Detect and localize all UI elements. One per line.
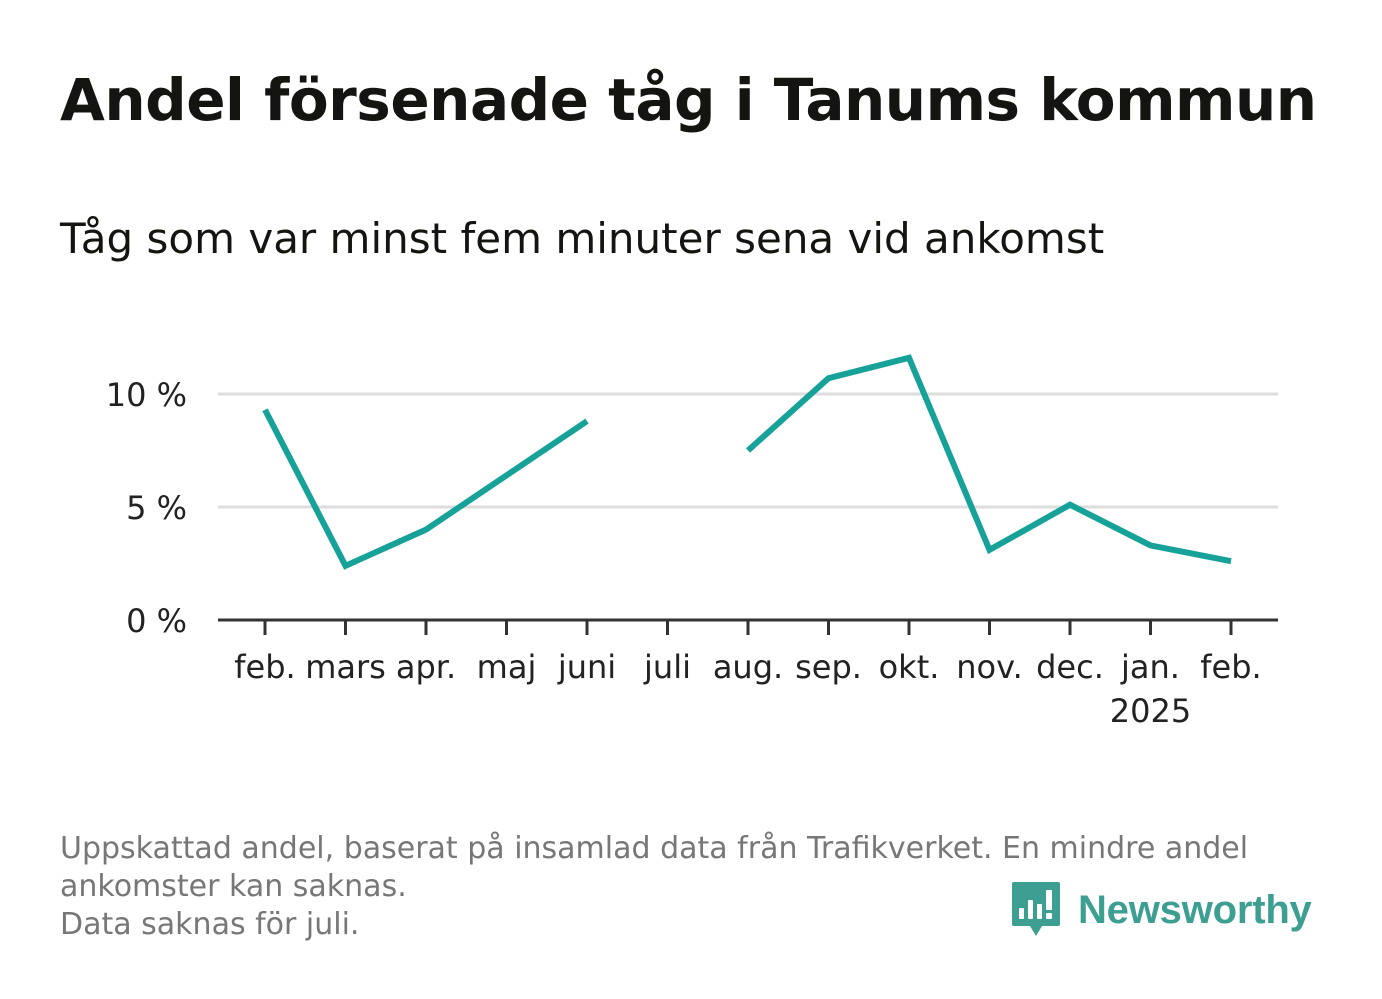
x-tick-label: feb. — [234, 648, 295, 686]
series-line — [745, 354, 1232, 565]
y-tick-label: 5 % — [126, 489, 187, 527]
x-tick-label: nov. — [956, 648, 1022, 686]
x-tick-label: sep. — [795, 648, 862, 686]
x-tick-label: juli — [643, 648, 691, 686]
y-axis-ticks: 0 % 5 % 10 % — [106, 376, 187, 640]
bar-chart-bubble-icon — [1012, 882, 1060, 936]
x-tick-label: juni — [557, 648, 616, 686]
x-tick-label: mars — [305, 648, 386, 686]
x-tick-label: okt. — [879, 648, 940, 686]
series-line — [262, 408, 589, 570]
x-tick-label: maj — [477, 648, 537, 686]
footnote-line: Uppskattad andel, baserat på insamlad da… — [60, 831, 1249, 866]
x-tick-label: apr. — [396, 648, 456, 686]
x-tick-label: jan. — [1120, 648, 1180, 686]
footnote-line: ankomster kan saknas. — [60, 869, 407, 904]
y-tick-label: 10 % — [106, 376, 187, 414]
x-year-label: 2025 — [1110, 692, 1191, 730]
y-tick-label: 0 % — [126, 602, 187, 640]
logo-text: Newsworthy — [1078, 887, 1312, 932]
line-chart: 0 % 5 % 10 % feb. mars apr. maj juni juli aug. se… — [106, 354, 1278, 730]
footnote-line: Data saknas för juli. — [60, 907, 360, 942]
chart-title: Andel försenade tåg i Tanums kommun — [60, 66, 1317, 134]
chart-subtitle: Tåg som var minst fem minuter sena vid a… — [60, 214, 1105, 263]
footnote: Uppskattad andel, baserat på insamlad da… — [60, 830, 1320, 944]
grid-lines — [218, 392, 1278, 509]
x-tick-label: aug. — [713, 648, 783, 686]
newsworthy-logo: Newsworthy — [1010, 880, 1312, 940]
x-tick-label: feb. — [1200, 648, 1261, 686]
x-axis-ticks: feb. mars apr. maj juni juli aug. sep. okt. nov. d… — [234, 620, 1262, 730]
series-lines — [262, 354, 1232, 570]
x-tick-label: dec. — [1036, 648, 1104, 686]
